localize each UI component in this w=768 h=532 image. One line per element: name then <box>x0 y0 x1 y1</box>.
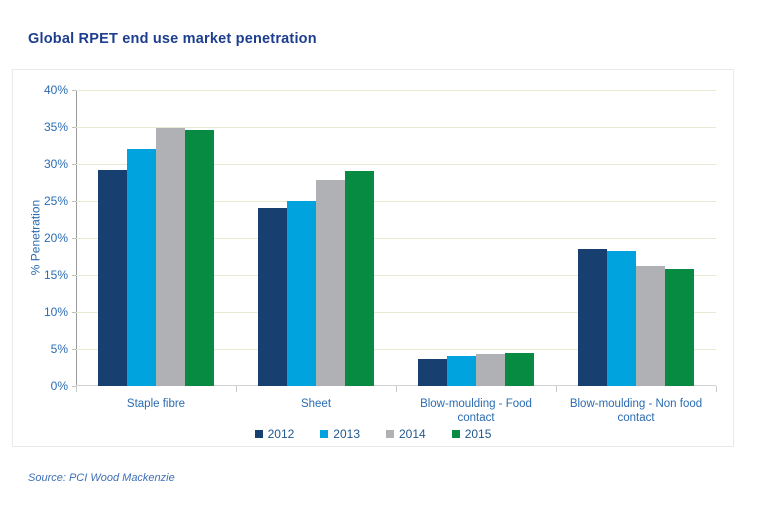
gridline <box>76 237 716 239</box>
legend-item-2014: 2014 <box>386 427 426 441</box>
y-tick-label: 5% <box>50 342 68 356</box>
y-tick <box>72 127 76 128</box>
legend-swatch-2013 <box>320 430 329 438</box>
legend-item-2015: 2015 <box>451 427 492 441</box>
legend: 2012 2013 2014 2015 <box>13 425 733 443</box>
legend-swatch-2012 <box>254 430 263 438</box>
y-tick <box>72 164 76 165</box>
bar-2012-sheet <box>258 208 287 386</box>
bar-2012-blow-moulding-non-food-contact <box>578 249 607 386</box>
y-tick-label: 40% <box>43 83 68 97</box>
x-axis-line <box>76 385 716 386</box>
category-label-blow-moulding-food-contact: Blow-moulding - Food contact <box>420 398 532 424</box>
x-tick <box>556 386 557 392</box>
x-tick <box>76 386 77 392</box>
y-tick <box>72 275 76 276</box>
bar-2015-blow-moulding-food-contact <box>505 352 534 386</box>
bar-2014-blow-moulding-non-food-contact <box>636 266 665 386</box>
legend-swatch-2015 <box>451 430 460 438</box>
legend-item-2012: 2012 <box>254 427 295 441</box>
legend-label-2014: 2014 <box>399 427 426 441</box>
gridline <box>76 200 716 202</box>
y-tick <box>72 238 76 239</box>
bar-2014-sheet <box>316 180 345 386</box>
legend-label-2013: 2013 <box>333 427 360 441</box>
bar-2015-sheet <box>345 171 374 386</box>
bar-2015-blow-moulding-non-food-contact <box>665 269 694 386</box>
gridline <box>76 126 716 128</box>
bar-2012-staple-fibre <box>98 169 127 386</box>
x-tick <box>396 386 397 392</box>
y-tick-label: 0% <box>50 379 68 393</box>
bar-2013-blow-moulding-food-contact <box>447 356 476 386</box>
bar-2013-blow-moulding-non-food-contact <box>607 251 636 386</box>
chart-panel: % Penetration 0% 5% 10% 15% 20% 25% 30% 35% 40% S… <box>12 69 734 447</box>
y-tick <box>72 349 76 350</box>
source-note: Source: PCI Wood Mackenzie <box>28 472 175 484</box>
y-tick-label: 20% <box>43 231 68 245</box>
gridline <box>76 311 716 313</box>
category-label-sheet: Sheet <box>300 398 332 410</box>
x-tick <box>236 386 237 392</box>
legend-label-2012: 2012 <box>267 427 295 441</box>
bar-2012-blow-moulding-food-contact <box>418 359 447 386</box>
y-tick <box>72 90 76 91</box>
bar-2015-staple-fibre <box>185 129 214 386</box>
bar-2014-staple-fibre <box>156 128 185 386</box>
y-axis-line <box>76 90 77 392</box>
category-label-blow-moulding-non-food-contact: Blow-moulding - Non food contact <box>569 398 703 424</box>
bar-2014-blow-moulding-food-contact <box>476 354 505 386</box>
y-tick-label: 30% <box>43 157 68 171</box>
y-tick-label: 35% <box>43 120 68 134</box>
legend-swatch-2014 <box>386 430 394 438</box>
gridline <box>76 274 716 276</box>
gridline <box>76 163 716 165</box>
gridline <box>76 348 716 350</box>
bar-2013-staple-fibre <box>127 149 156 386</box>
x-tick <box>716 386 717 392</box>
y-tick-label: 10% <box>43 305 68 319</box>
y-tick-label: 15% <box>43 268 68 282</box>
y-tick <box>72 386 76 387</box>
category-label-staple-fibre: Staple fibre <box>126 398 186 410</box>
plot-area <box>76 89 716 386</box>
chart-title: Global RPET end use market penetration <box>28 31 317 47</box>
y-tick <box>72 201 76 202</box>
gridline <box>76 89 716 91</box>
bar-2013-sheet <box>287 201 316 386</box>
legend-label-2015: 2015 <box>464 427 492 441</box>
legend-item-2013: 2013 <box>320 427 360 441</box>
y-tick-label: 25% <box>43 194 68 208</box>
y-tick <box>72 312 76 313</box>
